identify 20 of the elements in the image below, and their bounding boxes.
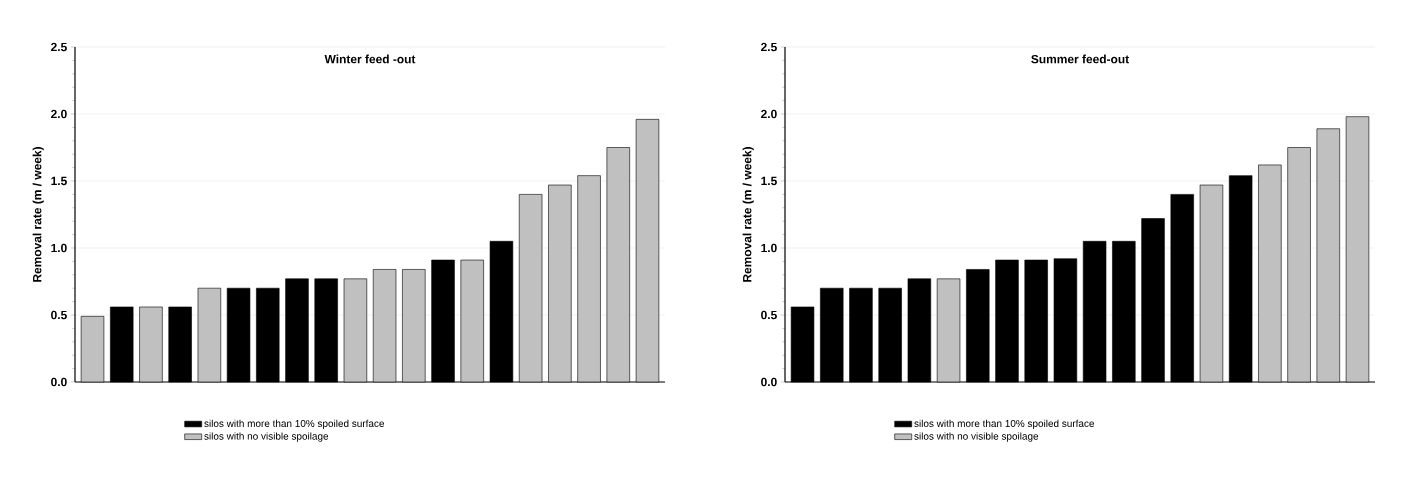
y-tick-label: 1.0 <box>51 243 67 253</box>
text: Summer feed-out <box>1031 54 1129 64</box>
y-tick-label: 2.5 <box>761 42 777 52</box>
y-tick-label: 1.5 <box>51 176 67 186</box>
y-tick-label: 2.5 <box>51 42 67 52</box>
y-tick-label: 1.5 <box>761 176 777 186</box>
y-tick-label: 0.5 <box>761 310 777 320</box>
legend-label: silos with no visible spoilage <box>204 432 329 442</box>
legend-label: silos with more than 10% spoiled surface <box>204 419 385 429</box>
y-tick-label: 0.5 <box>51 310 67 320</box>
y-tick-label: 2.0 <box>761 109 777 119</box>
legend-label: silos with no visible spoilage <box>914 432 1039 442</box>
y-tick-label: 2.0 <box>51 109 67 119</box>
text: Winter feed -out <box>324 54 416 64</box>
y-tick-label: 0.0 <box>51 377 67 387</box>
y-tick-label: 1.0 <box>761 243 777 253</box>
legend-label: silos with more than 10% spoiled surface <box>914 419 1095 429</box>
y-tick-label: 0.0 <box>761 377 777 387</box>
y-axis-title: Removal rate (m / week) <box>32 147 44 282</box>
y-axis-title: Removal rate (m / week) <box>742 147 754 282</box>
